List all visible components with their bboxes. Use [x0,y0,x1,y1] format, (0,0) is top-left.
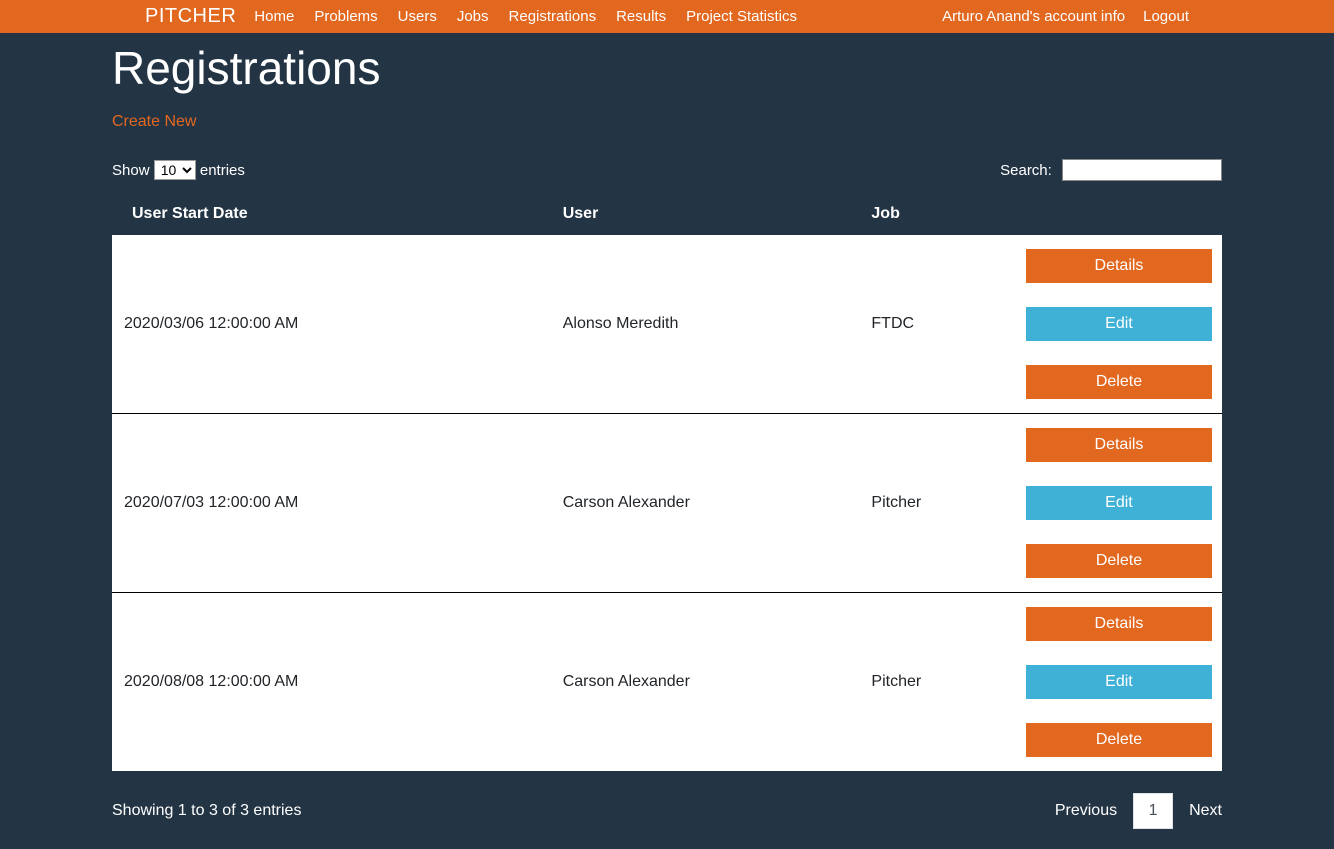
cell-job: Pitcher [861,593,1016,772]
details-button[interactable]: Details [1026,607,1212,641]
col-actions [1016,193,1222,235]
edit-button[interactable]: Edit [1026,665,1212,699]
logout-link[interactable]: Logout [1143,8,1189,25]
search-label: Search: [1000,162,1052,179]
show-label-prefix: Show [112,162,154,179]
page-number-1[interactable]: 1 [1133,793,1173,829]
cell-date: 2020/03/06 12:00:00 AM [112,235,553,414]
page-title: Registrations [112,41,1222,95]
pagination: Previous 1 Next [1055,793,1222,829]
create-new-link[interactable]: Create New [112,113,196,131]
col-user-start-date[interactable]: User Start Date [112,193,553,235]
brand-logo[interactable]: PITCHER [145,5,236,28]
show-label-suffix: entries [196,162,245,179]
nav-links: Home Problems Users Jobs Registrations R… [254,8,942,25]
table-row: 2020/07/03 12:00:00 AMCarson AlexanderPi… [112,414,1222,593]
table-controls: Show 10 entries Search: [112,159,1222,181]
delete-button[interactable]: Delete [1026,544,1212,578]
details-button[interactable]: Details [1026,428,1212,462]
cell-user: Carson Alexander [553,414,862,593]
search-input[interactable] [1062,159,1222,181]
cell-date: 2020/08/08 12:00:00 AM [112,593,553,772]
nav-project-statistics[interactable]: Project Statistics [686,8,797,25]
cell-actions: Details Edit Delete [1016,593,1222,772]
nav-home[interactable]: Home [254,8,294,25]
main-container: Registrations Create New Show 10 entries… [112,33,1222,849]
table-row: 2020/03/06 12:00:00 AMAlonso MeredithFTD… [112,235,1222,414]
cell-date: 2020/07/03 12:00:00 AM [112,414,553,593]
account-info-link[interactable]: Arturo Anand's account info [942,8,1125,25]
nav-right: Arturo Anand's account info Logout [942,8,1189,25]
edit-button[interactable]: Edit [1026,307,1212,341]
nav-problems[interactable]: Problems [314,8,377,25]
cell-user: Alonso Meredith [553,235,862,414]
cell-job: Pitcher [861,414,1016,593]
search-box: Search: [1000,159,1222,181]
details-button[interactable]: Details [1026,249,1212,283]
entries-selector: Show 10 entries [112,160,245,180]
registrations-table: User Start Date User Job 2020/03/06 12:0… [112,193,1222,771]
delete-button[interactable]: Delete [1026,723,1212,757]
nav-registrations[interactable]: Registrations [509,8,597,25]
cell-actions: Details Edit Delete [1016,235,1222,414]
col-job[interactable]: Job [861,193,1016,235]
table-footer: Showing 1 to 3 of 3 entries Previous 1 N… [112,793,1222,829]
cell-actions: Details Edit Delete [1016,414,1222,593]
delete-button[interactable]: Delete [1026,365,1212,399]
table-header-row: User Start Date User Job [112,193,1222,235]
nav-results[interactable]: Results [616,8,666,25]
edit-button[interactable]: Edit [1026,486,1212,520]
table-row: 2020/08/08 12:00:00 AMCarson AlexanderPi… [112,593,1222,772]
cell-user: Carson Alexander [553,593,862,772]
nav-jobs[interactable]: Jobs [457,8,489,25]
cell-job: FTDC [861,235,1016,414]
nav-users[interactable]: Users [398,8,437,25]
col-user[interactable]: User [553,193,862,235]
navbar: PITCHER Home Problems Users Jobs Registr… [0,0,1334,33]
entries-select[interactable]: 10 [154,160,196,180]
